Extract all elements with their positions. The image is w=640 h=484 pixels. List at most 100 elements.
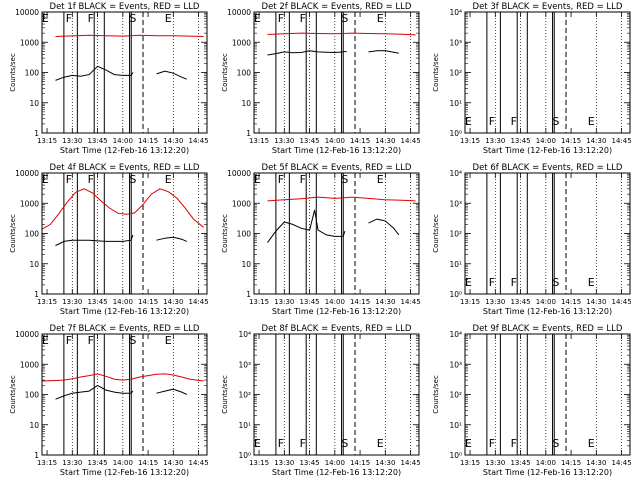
- interval-annotation: E: [588, 115, 595, 128]
- x-tick-label: 14:15: [350, 137, 370, 145]
- y-tick-label: 1000: [20, 360, 39, 369]
- events-series-line: [55, 384, 134, 400]
- events-series-line: [267, 209, 346, 243]
- interval-annotation: E: [42, 334, 49, 347]
- panel-title: Det 7f BLACK = Events, RED = LLD: [50, 324, 200, 334]
- x-tick-label: 14:45: [400, 137, 420, 145]
- interval-annotation: F: [66, 12, 72, 25]
- interval-annotation: S: [129, 12, 136, 25]
- interval-annotation: F: [511, 115, 517, 128]
- x-tick-label: 13:15: [37, 137, 57, 145]
- x-tick-label: 13:15: [460, 298, 480, 306]
- interval-annotation: E: [165, 12, 172, 25]
- y-tick-label: 10000: [227, 169, 251, 178]
- y-tick-label: 10000: [15, 169, 39, 178]
- x-tick-label: 14:30: [163, 137, 183, 145]
- interval-annotation: S: [341, 437, 348, 450]
- x-tick-label: 13:45: [87, 298, 107, 306]
- series-group: [55, 34, 204, 81]
- y-tick-label: 10²: [449, 69, 462, 78]
- events-series-line: [368, 50, 399, 54]
- x-tick-label: 13:30: [274, 137, 294, 145]
- lld-series-line: [55, 34, 204, 37]
- x-tick-label: 14:30: [163, 459, 183, 467]
- y-tick-label: 1: [34, 290, 39, 299]
- interval-annotation: F: [88, 334, 94, 347]
- x-axis-label: Start Time (12-Feb-16 13:12:20): [60, 307, 189, 316]
- y-tick-label: 10⁰: [449, 451, 462, 460]
- x-tick-label: 13:45: [299, 298, 319, 306]
- series-group: [267, 196, 416, 243]
- y-axis-label: Counts/sec: [432, 53, 440, 92]
- x-tick-label: 14:00: [536, 137, 556, 145]
- detector-panel-7: Det 7f BLACK = Events, RED = LLD 1 10 100 10…: [9, 324, 209, 477]
- interval-annotation: E: [377, 12, 384, 25]
- x-tick-label: 13:45: [87, 137, 107, 145]
- interval-annotation: E: [254, 12, 261, 25]
- x-tick-label: 14:15: [350, 298, 370, 306]
- series-group: [42, 188, 204, 246]
- x-axis-label: Start Time (12-Feb-16 13:12:20): [272, 146, 401, 155]
- x-tick-label: 14:15: [138, 298, 158, 306]
- y-tick-label: 1000: [20, 199, 39, 208]
- y-tick-label: 10: [29, 421, 39, 430]
- detector-panel-6: Det 6f BLACK = Events, RED = LLD 10⁰ 10¹ 10…: [432, 163, 632, 316]
- y-tick-label: 10: [29, 99, 39, 108]
- x-tick-label: 14:45: [188, 137, 208, 145]
- plot-frame: [464, 333, 631, 456]
- x-tick-label: 13:30: [274, 459, 294, 467]
- interval-annotation: F: [300, 173, 306, 186]
- x-tick-label: 14:45: [611, 459, 631, 467]
- events-series-line: [156, 70, 187, 80]
- y-tick-label: 1: [246, 129, 251, 138]
- y-tick-label: 10⁴: [449, 169, 462, 178]
- y-axis-label: Counts/sec: [432, 214, 440, 253]
- interval-annotation: E: [465, 115, 472, 128]
- interval-annotation: E: [588, 437, 595, 450]
- y-tick-label: 10¹: [238, 421, 251, 430]
- interval-annotation: E: [254, 437, 261, 450]
- interval-annotation: F: [511, 437, 517, 450]
- plot-frame: [253, 333, 420, 456]
- x-tick-label: 13:45: [510, 459, 530, 467]
- x-tick-label: 14:30: [586, 298, 606, 306]
- x-tick-label: 13:45: [510, 298, 530, 306]
- x-tick-label: 14:15: [138, 137, 158, 145]
- y-tick-label: 100: [25, 69, 40, 78]
- lld-series-line: [42, 188, 204, 230]
- series-group: [267, 32, 416, 56]
- interval-annotation: F: [66, 334, 72, 347]
- x-tick-label: 14:00: [536, 459, 556, 467]
- x-tick-label: 14:15: [561, 298, 581, 306]
- y-tick-label: 10⁴: [449, 8, 462, 17]
- x-tick-label: 14:45: [400, 298, 420, 306]
- interval-annotation: E: [165, 334, 172, 347]
- series-group: [42, 373, 204, 400]
- x-tick-label: 14:15: [561, 137, 581, 145]
- detector-panel-9: Det 9f BLACK = Events, RED = LLD 10⁰ 10¹ 10…: [432, 324, 632, 477]
- events-series-line: [156, 236, 187, 242]
- plot-frame: [41, 11, 208, 134]
- interval-annotation: E: [465, 276, 472, 289]
- y-tick-label: 10: [241, 260, 251, 269]
- x-tick-label: 14:15: [350, 459, 370, 467]
- y-tick-label: 10⁴: [238, 330, 251, 339]
- x-tick-label: 14:45: [188, 459, 208, 467]
- y-tick-label: 100: [25, 230, 40, 239]
- interval-annotation: E: [465, 437, 472, 450]
- panel-title: Det 3f BLACK = Events, RED = LLD: [473, 2, 623, 12]
- x-tick-label: 13:30: [274, 298, 294, 306]
- panel-title: Det 5f BLACK = Events, RED = LLD: [262, 163, 412, 173]
- x-tick-label: 13:15: [249, 137, 269, 145]
- y-tick-label: 10³: [449, 38, 462, 47]
- x-axis-label: Start Time (12-Feb-16 13:12:20): [483, 468, 612, 477]
- y-tick-label: 100: [25, 391, 40, 400]
- interval-annotation: F: [278, 437, 284, 450]
- x-tick-label: 13:15: [249, 459, 269, 467]
- interval-annotation: S: [552, 276, 559, 289]
- y-axis-label: Counts/sec: [221, 214, 229, 253]
- events-series-line: [368, 218, 400, 236]
- x-tick-label: 14:30: [375, 298, 395, 306]
